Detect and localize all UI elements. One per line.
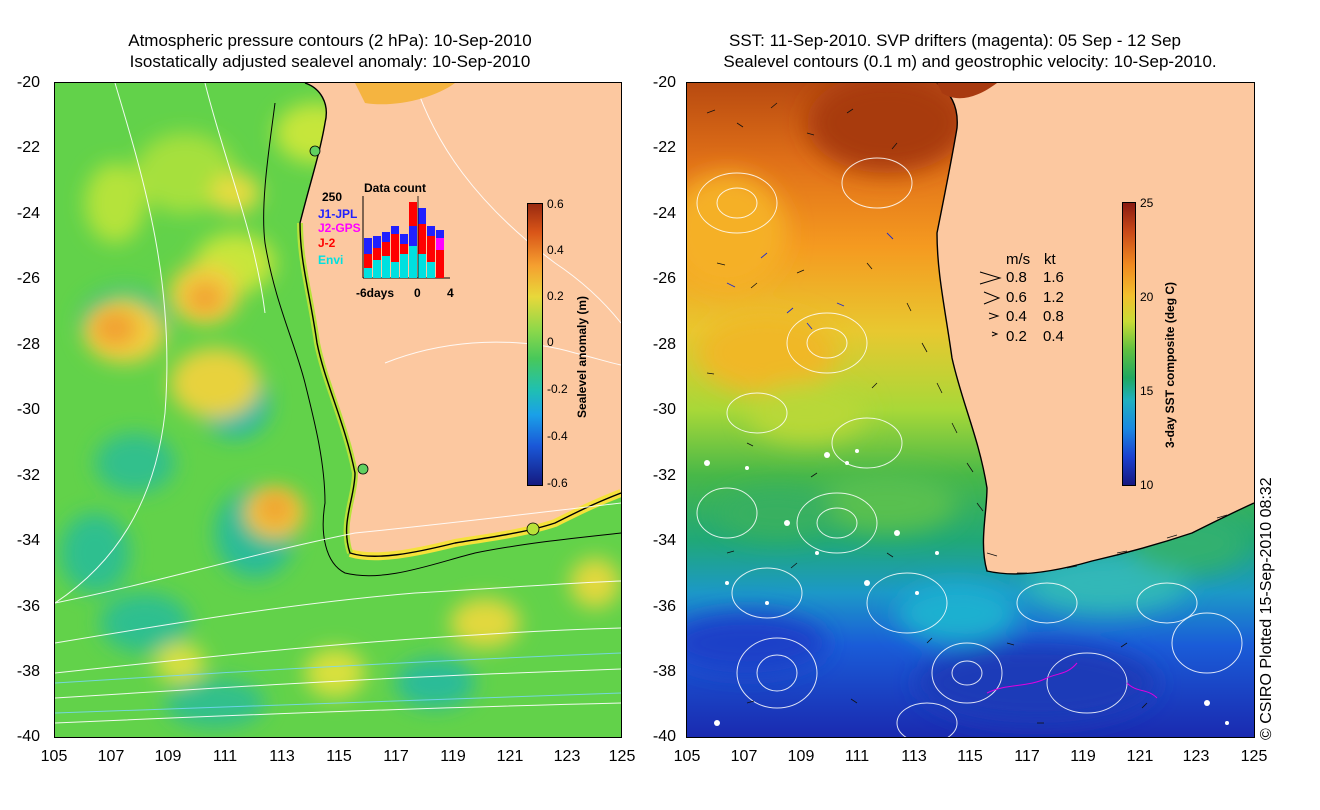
velocity-legend-header-ms: m/s (1006, 251, 1031, 268)
y-tick: -40 (652, 728, 676, 745)
y-tick: -32 (652, 467, 676, 484)
y-tick: -22 (16, 139, 40, 156)
colorbar-tick: 20 (1140, 290, 1154, 304)
sst-colorbar-gradient (1122, 202, 1136, 486)
velocity-legend-ms: 0.4 (1006, 308, 1027, 325)
x-tick: 107 (97, 748, 125, 765)
colorbar-tick: -0.6 (547, 476, 568, 490)
data-count-histogram (362, 196, 450, 279)
data-count-ymax: 250 (322, 190, 343, 204)
y-tick: -24 (652, 205, 676, 222)
y-tick: -34 (16, 532, 40, 549)
x-tick: 113 (901, 748, 927, 765)
velocity-legend-ms: 0.2 (1006, 328, 1027, 345)
sst-colorbar-label: 3-day SST composite (deg C) (1163, 281, 1177, 448)
velocity-legend-ms: 0.8 (1006, 269, 1027, 286)
x-tick: 121 (1126, 748, 1154, 765)
y-tick: -36 (16, 598, 40, 615)
mission-envi: Envi (318, 253, 344, 267)
y-tick: -28 (652, 336, 676, 353)
mission-j2-gps: J2-GPS (318, 221, 361, 235)
x-tick: 123 (1182, 748, 1210, 765)
sealevel-colorbar-label: Sealevel anomaly (m) (575, 295, 589, 418)
y-tick: -20 (16, 74, 40, 91)
colorbar-tick: 10 (1140, 478, 1154, 492)
right-title-line2: Sealevel contours (0.1 m) and geostrophi… (723, 52, 1217, 71)
y-tick: -26 (652, 270, 676, 287)
x-tick: 119 (1070, 748, 1096, 765)
sst-svg (687, 83, 1254, 737)
data-count-x-label-zero: 0 (414, 286, 421, 300)
velocity-legend-kt: 0.4 (1043, 328, 1064, 345)
x-tick: 115 (957, 748, 983, 765)
y-tick: -20 (652, 74, 676, 91)
x-tick: 105 (40, 748, 68, 765)
x-tick: 117 (1014, 748, 1040, 765)
x-tick: 123 (553, 748, 581, 765)
velocity-legend-kt: 1.6 (1043, 269, 1064, 286)
mission-j-2: J-2 (318, 236, 336, 250)
colorbar-tick: 15 (1140, 384, 1154, 398)
colorbar-tick: 0.6 (547, 197, 564, 211)
x-tick: 119 (440, 748, 466, 765)
velocity-legend-header-kt: kt (1044, 251, 1056, 268)
y-tick: -38 (652, 663, 676, 680)
colorbar-tick: 0 (547, 335, 554, 349)
y-tick: -30 (16, 401, 40, 418)
y-tick: -36 (652, 598, 676, 615)
x-tick: 125 (1240, 748, 1268, 765)
x-tick: 115 (326, 748, 352, 765)
x-tick: 109 (787, 748, 815, 765)
y-tick: -24 (16, 205, 40, 222)
x-tick: 121 (496, 748, 524, 765)
data-count-x-label-start: -6days (356, 286, 395, 300)
copyright-credit: © CSIRO Plotted 15-Sep-2010 08:32 (1258, 477, 1275, 740)
velocity-legend-ms: 0.6 (1006, 289, 1027, 306)
data-count-title: Data count (364, 181, 427, 195)
y-tick: -22 (652, 139, 676, 156)
x-tick: 107 (730, 748, 758, 765)
y-tick: -32 (16, 467, 40, 484)
colorbar-tick: 0.4 (547, 243, 564, 257)
sst-map (686, 82, 1255, 738)
x-tick: 113 (269, 748, 295, 765)
colorbar-tick: -0.4 (547, 429, 568, 443)
y-tick: -28 (16, 336, 40, 353)
x-tick: 105 (673, 748, 701, 765)
y-tick: -40 (16, 728, 40, 745)
velocity-legend-kt: 1.2 (1043, 289, 1064, 306)
y-tick: -30 (652, 401, 676, 418)
sealevel-colorbar-gradient (527, 203, 543, 486)
colorbar-tick: 25 (1140, 196, 1154, 210)
x-tick: 109 (154, 748, 182, 765)
colorbar-tick: 0.2 (547, 289, 564, 303)
y-tick: -26 (16, 270, 40, 287)
x-tick: 111 (212, 748, 238, 765)
velocity-legend-arrows (979, 271, 1002, 337)
x-tick: 125 (608, 748, 636, 765)
x-tick: 117 (383, 748, 409, 765)
colorbar-tick: -0.2 (547, 382, 568, 396)
data-count-x-label-end: 4 (447, 286, 454, 300)
y-tick: -34 (652, 532, 676, 549)
right-title-line1: SST: 11-Sep-2010. SVP drifters (magenta)… (728, 31, 1181, 50)
mission-j1-jpl: J1-JPL (318, 207, 358, 221)
velocity-legend-kt: 0.8 (1043, 308, 1064, 325)
left-title-line2: Isostatically adjusted sealevel anomaly:… (129, 52, 531, 71)
left-title-line1: Atmospheric pressure contours (2 hPa): 1… (128, 31, 532, 50)
y-tick: -38 (16, 663, 40, 680)
x-tick: 111 (844, 748, 870, 765)
